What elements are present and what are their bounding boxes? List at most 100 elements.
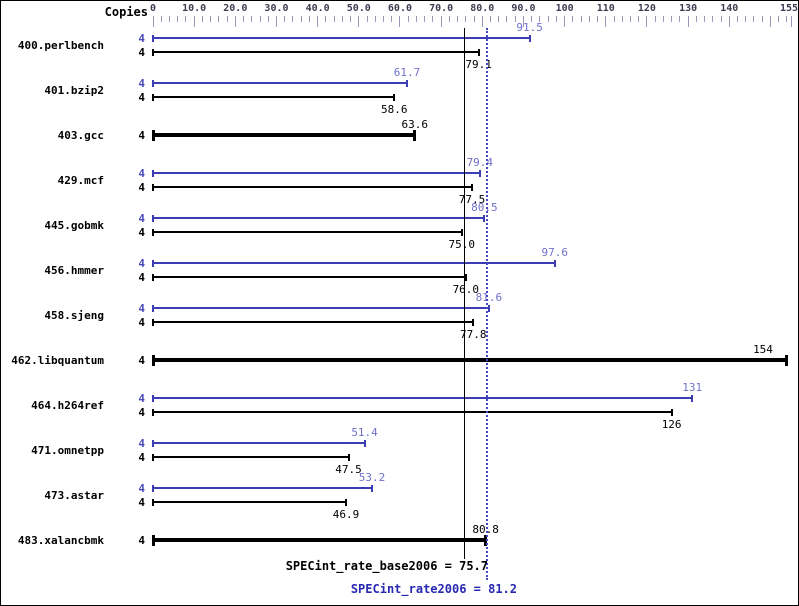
- copies-column-header: Copies: [104, 5, 148, 19]
- benchmark-name: 401.bzip2: [44, 84, 104, 97]
- axis-minor-tick: [267, 16, 269, 22]
- peak-value-label: 51.4: [351, 426, 378, 439]
- axis-minor-tick: [613, 16, 615, 22]
- axis-minor-tick: [243, 16, 245, 22]
- axis-minor-tick: [704, 16, 706, 22]
- axis-minor-tick: [490, 16, 492, 22]
- base-bar: [153, 276, 466, 278]
- axis-tick-label: 0: [149, 3, 157, 14]
- bar-end-cap: [152, 48, 154, 56]
- axis-minor-tick: [432, 16, 434, 22]
- base-value-label: 80.8: [472, 523, 499, 536]
- axis-tick-label: 30.0: [264, 3, 289, 14]
- base-value-label: 63.6: [401, 118, 429, 131]
- base-value-label: 58.6: [380, 103, 408, 116]
- copies-value: 4: [138, 167, 145, 180]
- axis-minor-tick: [168, 16, 170, 22]
- axis-minor-tick: [415, 16, 417, 22]
- bar-end-cap: [413, 129, 417, 141]
- bar-end-cap: [691, 394, 694, 402]
- axis-minor-tick: [226, 16, 228, 22]
- bar-end-cap: [152, 394, 154, 402]
- axis-major-tick: [193, 16, 195, 27]
- bar-end-cap: [152, 259, 154, 267]
- bar-end-cap: [478, 169, 481, 177]
- axis-tick-label: 60.0: [387, 3, 412, 14]
- axis-minor-tick: [292, 16, 294, 22]
- axis-major-tick: [769, 16, 771, 27]
- copies-value: 4: [138, 437, 145, 450]
- peak-value-label: 79.4: [466, 156, 494, 169]
- bar-end-cap: [152, 304, 154, 312]
- base-value-label: 47.5: [335, 463, 362, 476]
- copies-value: 4: [138, 32, 145, 45]
- bar-end-cap: [152, 498, 154, 506]
- copies-value: 4: [138, 257, 145, 270]
- axis-minor-tick: [457, 16, 459, 22]
- axis-minor-tick: [177, 16, 179, 22]
- bar-end-cap: [477, 48, 480, 56]
- axis-minor-tick: [531, 16, 533, 22]
- axis-tick-label: 155: [779, 3, 799, 14]
- bar-end-cap: [785, 354, 789, 366]
- axis-tick-label: 90.0: [511, 3, 536, 14]
- axis-tick-label: 50.0: [346, 3, 371, 14]
- axis-minor-tick: [695, 16, 697, 22]
- benchmark-name: 400.perlbench: [17, 39, 104, 52]
- axis-tick-label: 140: [720, 3, 739, 14]
- axis-major-tick: [358, 16, 360, 27]
- copies-value: 4: [138, 451, 145, 464]
- bar-end-cap: [151, 354, 155, 366]
- benchmark-name: 445.gobmk: [44, 219, 104, 232]
- peak-mean-label: SPECint_rate2006 = 81.2: [350, 582, 517, 596]
- bar-end-cap: [528, 34, 531, 42]
- axis-minor-tick: [300, 16, 302, 22]
- bar-end-cap: [152, 453, 154, 461]
- axis-tick-label: 100: [555, 3, 574, 14]
- bar-end-cap: [553, 259, 556, 267]
- bar-end-cap: [393, 93, 396, 101]
- bar-end-cap: [152, 484, 154, 492]
- bar-end-cap: [464, 273, 467, 281]
- axis-minor-tick: [473, 16, 475, 22]
- axis-minor-tick: [185, 16, 187, 22]
- peak-bar: [153, 172, 480, 174]
- axis-minor-tick: [629, 16, 631, 22]
- axis-minor-tick: [547, 16, 549, 22]
- peak-bar: [153, 397, 693, 399]
- axis-major-tick: [481, 16, 483, 27]
- copies-value: 4: [138, 316, 145, 329]
- single-bar: [153, 133, 415, 137]
- peak-bar: [153, 37, 530, 39]
- copies-value: 4: [138, 181, 145, 194]
- axis-minor-tick: [736, 16, 738, 22]
- axis-minor-tick: [539, 16, 541, 22]
- axis-tick-label: 40.0: [305, 3, 330, 14]
- bar-end-cap: [345, 498, 348, 506]
- benchmark-name: 483.xalancbmk: [17, 534, 104, 547]
- copies-value: 4: [138, 91, 145, 104]
- peak-value-label: 53.2: [358, 471, 386, 484]
- axis-major-tick: [275, 16, 277, 27]
- bar-end-cap: [363, 439, 366, 447]
- peak-bar: [153, 442, 365, 444]
- axis-major-tick: [646, 16, 648, 27]
- axis-major-tick: [790, 16, 792, 27]
- copies-value: 4: [138, 392, 145, 405]
- axis-minor-tick: [786, 16, 788, 22]
- peak-bar: [153, 82, 407, 84]
- axis-minor-tick: [597, 16, 599, 22]
- axis-minor-tick: [679, 16, 681, 22]
- axis-minor-tick: [374, 16, 376, 22]
- copies-value: 4: [138, 271, 145, 284]
- axis-major-tick: [317, 16, 319, 27]
- bar-end-cap: [152, 273, 154, 281]
- peak-value-label: 131: [682, 381, 703, 394]
- copies-value: 4: [138, 129, 145, 142]
- base-value-label: 126: [661, 418, 682, 431]
- axis-minor-tick: [753, 16, 755, 22]
- axis-minor-tick: [588, 16, 590, 22]
- axis-major-tick: [564, 16, 566, 27]
- axis-minor-tick: [218, 16, 220, 22]
